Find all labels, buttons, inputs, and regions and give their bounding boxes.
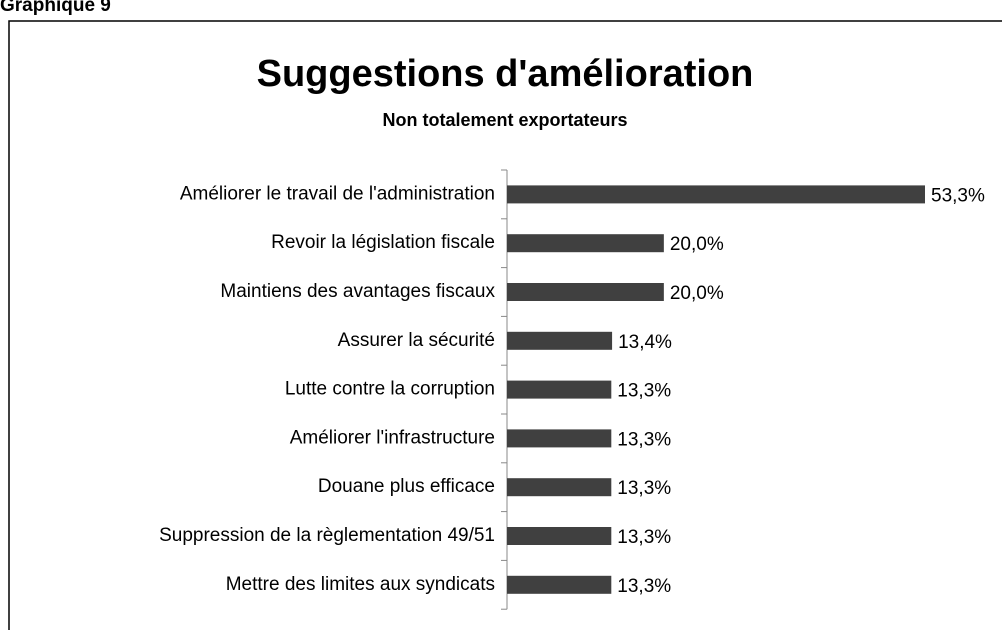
value-label: 13,4% <box>618 332 672 353</box>
value-label: 20,0% <box>670 283 724 304</box>
bar <box>507 331 613 350</box>
category-label: Assurer la sécurité <box>338 330 495 351</box>
value-label: 13,3% <box>617 478 671 499</box>
category-label: Améliorer l'infrastructure <box>290 427 495 448</box>
bar <box>507 575 612 594</box>
bar <box>507 429 612 448</box>
figure-caption: Graphique 9 <box>0 0 111 16</box>
chart-frame <box>8 20 1002 630</box>
chart-subtitle: Non totalement exportateurs <box>382 110 627 130</box>
value-label: 20,0% <box>670 234 724 255</box>
bar <box>507 283 664 301</box>
value-label: 13,3% <box>617 576 671 597</box>
category-label: Mettre des limites aux syndicats <box>226 574 495 595</box>
category-label: Améliorer le travail de l'administration <box>180 183 495 204</box>
category-label: Maintiens des avantages fiscaux <box>220 281 495 302</box>
bar <box>507 185 925 204</box>
value-label: 13,3% <box>617 429 671 450</box>
value-label: 13,3% <box>617 527 671 548</box>
bar <box>507 234 664 253</box>
bar <box>507 478 612 497</box>
bar <box>507 527 612 545</box>
category-label: Lutte contre la corruption <box>285 379 495 400</box>
value-label: 53,3% <box>931 185 985 206</box>
category-label: Douane plus efficace <box>318 476 495 497</box>
category-label: Suppression de la règlementation 49/51 <box>159 525 495 546</box>
category-label: Revoir la législation fiscale <box>271 232 495 253</box>
bar <box>507 380 612 399</box>
chart-title: Suggestions d'amélioration <box>257 53 754 95</box>
value-label: 13,3% <box>617 381 671 402</box>
